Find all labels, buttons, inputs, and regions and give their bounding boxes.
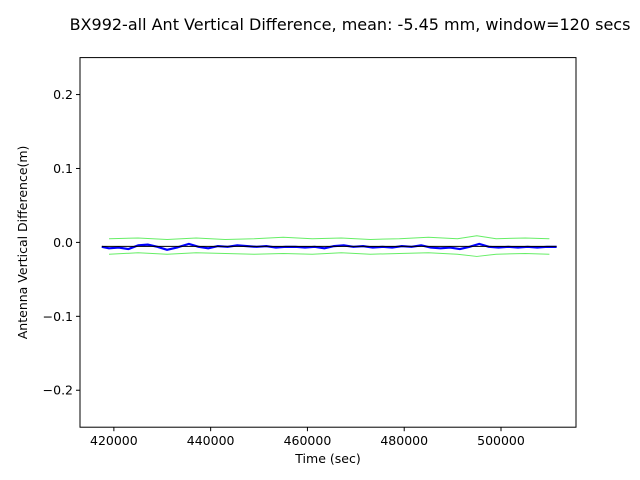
- y-tick-label: 0.1: [53, 161, 73, 176]
- plot-area: [101, 235, 557, 257]
- y-tick-label: −0.2: [43, 383, 73, 398]
- y-tick-label: 0.2: [53, 87, 73, 102]
- chart-title: BX992-all Ant Vertical Difference, mean:…: [70, 15, 631, 34]
- x-axis: 420000 440000 460000 480000 500000: [90, 427, 525, 448]
- y-axis-label: Antenna Vertical Difference(m): [15, 146, 30, 340]
- series-envelope-lower-line: [109, 252, 550, 257]
- x-tick-label: 420000: [90, 433, 138, 448]
- plot-frame: [79, 57, 577, 428]
- x-tick-label: 440000: [187, 433, 235, 448]
- x-tick-label: 460000: [284, 433, 332, 448]
- x-tick-label: 500000: [477, 433, 525, 448]
- series-raw-line: [101, 242, 557, 251]
- x-axis-label: Time (sec): [294, 451, 360, 466]
- y-tick-label: 0.0: [53, 235, 73, 250]
- y-tick-label: −0.1: [43, 309, 73, 324]
- y-axis: −0.2 −0.1 0.0 0.1 0.2: [43, 87, 80, 398]
- x-tick-label: 480000: [380, 433, 428, 448]
- series-envelope-upper-line: [109, 235, 550, 240]
